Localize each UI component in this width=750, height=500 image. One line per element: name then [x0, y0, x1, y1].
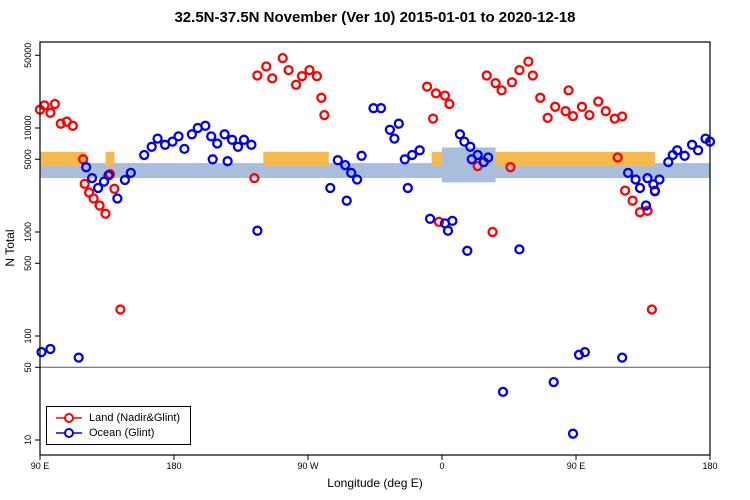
- svg-text:0: 0: [439, 461, 444, 471]
- chart-title: 32.5N-37.5N November (Ver 10) 2015-01-01…: [174, 9, 575, 26]
- svg-text:50000: 50000: [23, 43, 33, 68]
- svg-text:5000: 5000: [23, 149, 33, 169]
- legend-item-land: Land (Nadir&Glint): [55, 412, 180, 424]
- svg-text:180: 180: [166, 461, 181, 471]
- svg-text:90 E: 90 E: [567, 461, 586, 471]
- y-axis-title: N Total: [3, 229, 17, 266]
- ocean-marker-icon: [56, 428, 82, 438]
- x-axis-title: Longitude (deg E): [327, 476, 422, 490]
- data-points: [34, 52, 716, 439]
- axes: 90 E 180 90 W 0 90 E 180 10 50 100 500 1000 5000 100…: [23, 41, 718, 471]
- svg-text:10: 10: [23, 435, 33, 445]
- legend-label-land: Land (Nadir&Glint): [89, 412, 181, 424]
- svg-text:90 W: 90 W: [297, 461, 319, 471]
- land-marker-icon: [56, 413, 82, 423]
- legend: Land (Nadir&Glint) Ocean (Glint): [46, 406, 192, 445]
- svg-text:90 E: 90 E: [31, 461, 50, 471]
- svg-text:10000: 10000: [23, 115, 33, 140]
- svg-text:50: 50: [23, 362, 33, 372]
- svg-text:180: 180: [702, 461, 717, 471]
- svg-text:500: 500: [23, 256, 33, 271]
- legend-label-ocean: Ocean (Glint): [89, 427, 155, 439]
- svg-text:1000: 1000: [23, 222, 33, 242]
- svg-text:100: 100: [23, 328, 33, 343]
- legend-item-ocean: Ocean (Glint): [55, 427, 180, 439]
